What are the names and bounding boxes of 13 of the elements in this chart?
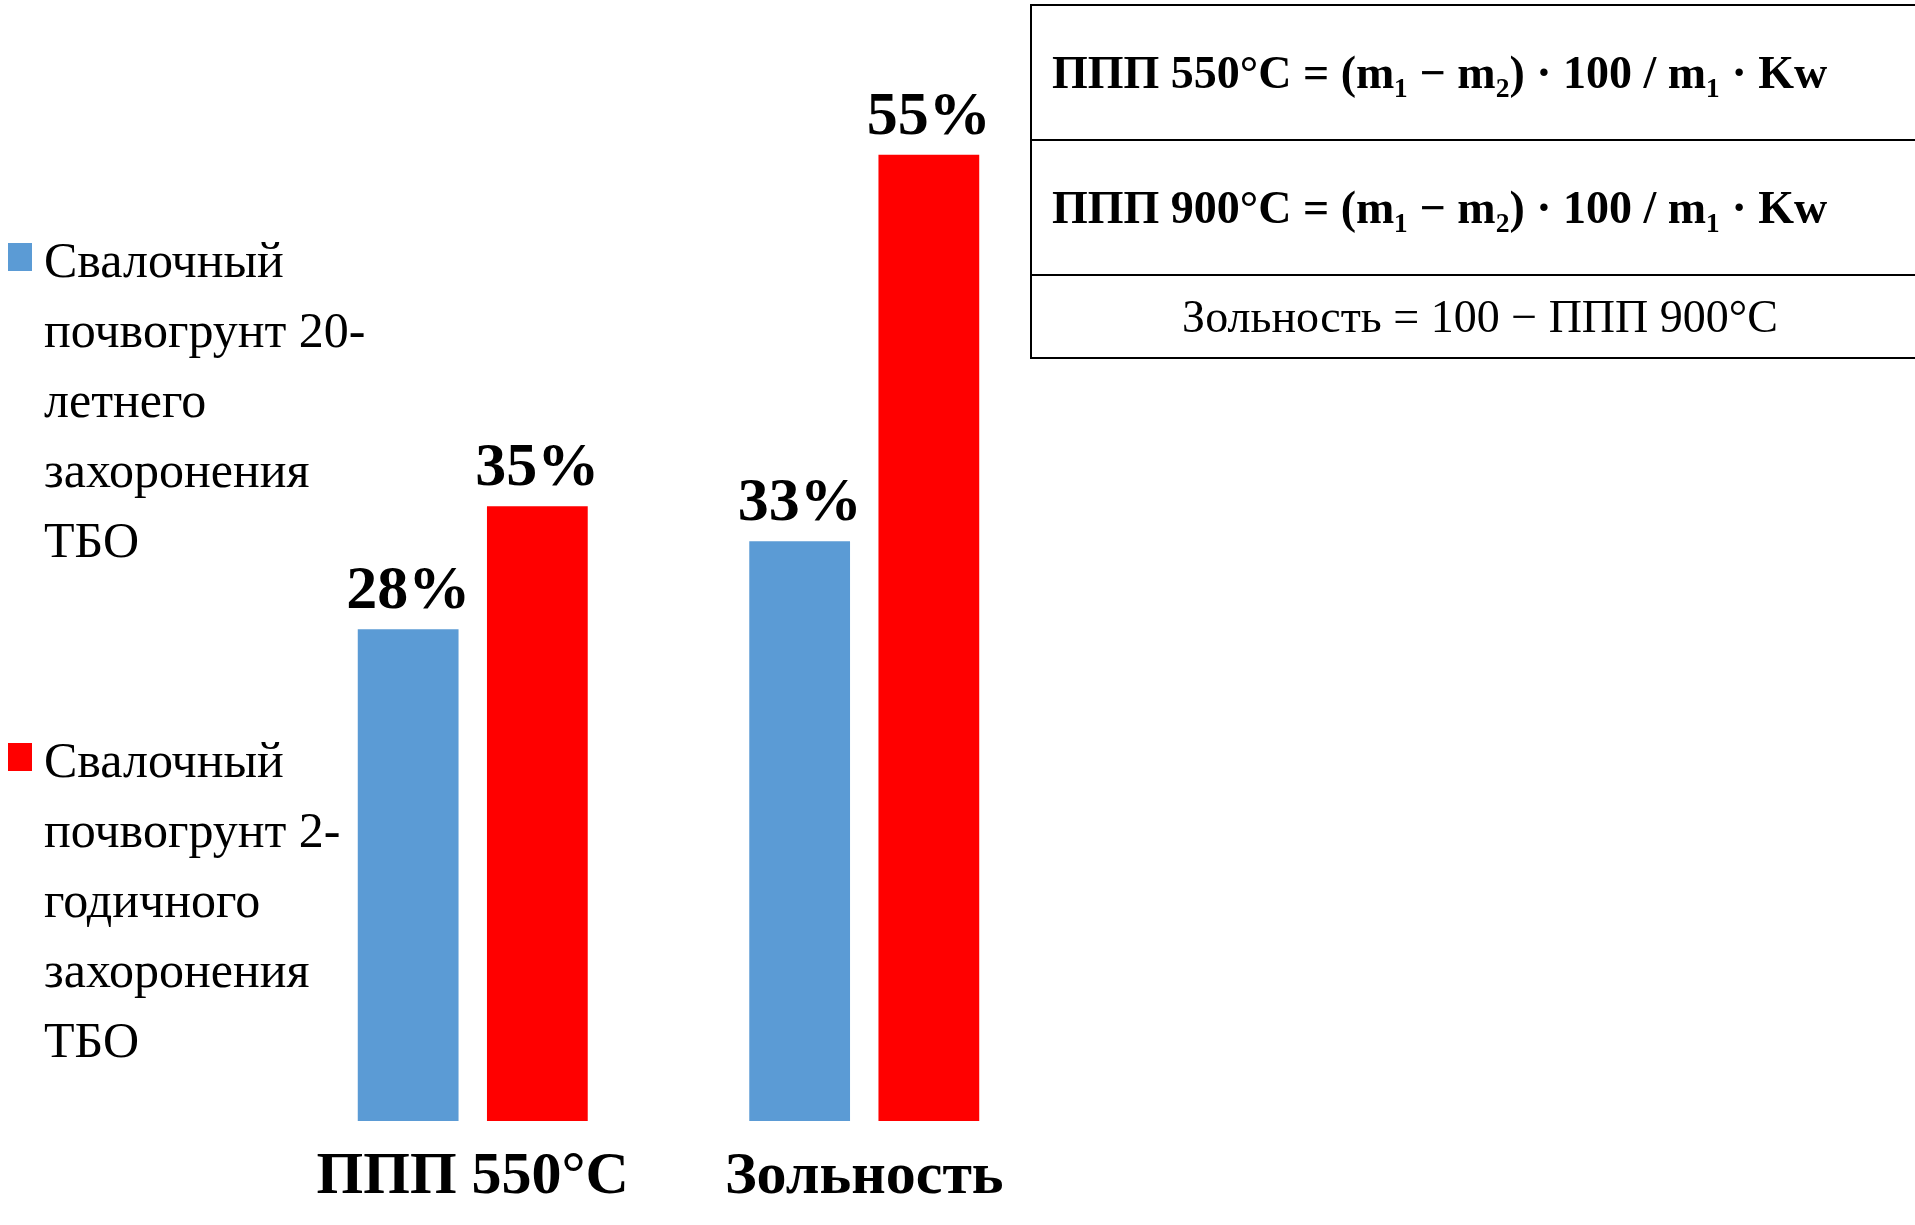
data-label: 33% xyxy=(737,465,862,534)
bar xyxy=(357,629,459,1121)
bar xyxy=(878,154,980,1121)
data-label: 35% xyxy=(475,430,600,499)
annotation: ППП 900°C = (m₁ − m₂) · 100 / m₁ · Kw xyxy=(1030,139,1915,276)
text: Зольность = 100 − ППП 900°C xyxy=(1030,274,1915,359)
text: ППП 550°C = (m₁ − m₂) · 100 / m₁ · Kw xyxy=(1030,4,1915,141)
bar xyxy=(749,541,851,1121)
x-tick-label: Зольность xyxy=(724,1139,1004,1206)
data-label: 55% xyxy=(866,78,991,147)
legend-label: Свалочный почвогрунт 2-годичного захоронения ТБО xyxy=(44,731,342,1070)
x-tick-label: ППП 550°C xyxy=(316,1139,629,1206)
bar xyxy=(486,506,588,1121)
